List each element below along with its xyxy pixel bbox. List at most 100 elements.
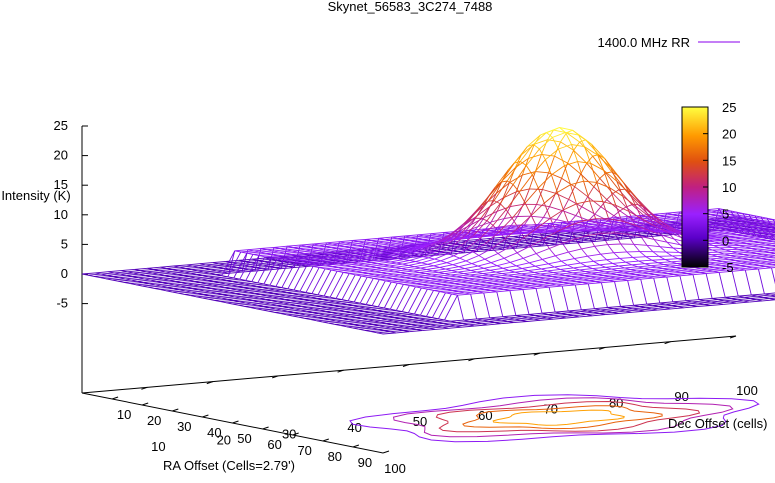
surface-segment [510, 216, 518, 226]
surface-segment [278, 296, 292, 299]
surface-segment [604, 158, 619, 176]
surface-segment [568, 309, 582, 312]
surface-segment [339, 262, 353, 265]
surface-segment [205, 263, 219, 266]
surface-segment [638, 260, 645, 265]
surface-segment [409, 284, 423, 287]
surface-segment [725, 295, 739, 298]
surface-segment [289, 261, 303, 264]
surface-segment [720, 267, 734, 270]
surface-segment [381, 247, 395, 251]
surface-segment [733, 266, 747, 269]
surface-segment [428, 284, 442, 287]
surface-segment [553, 270, 567, 274]
surface-segment [467, 240, 481, 243]
surface-segment [643, 266, 657, 269]
surface-segment [581, 206, 596, 215]
surface-segment [754, 259, 768, 262]
surface-segment [365, 237, 379, 240]
surface-segment [467, 217, 482, 234]
surface-segment [512, 278, 527, 281]
surface-segment [635, 206, 643, 219]
surface-segment [759, 218, 773, 222]
surface-segment [165, 270, 179, 273]
y-tick-label: 30 [282, 426, 296, 441]
surface-segment [199, 284, 213, 287]
surface-segment [645, 225, 660, 231]
surface-segment [580, 260, 594, 264]
surface-segment [331, 268, 345, 271]
surface-segment [563, 237, 578, 240]
surface-segment [766, 261, 775, 264]
surface-segment [601, 281, 615, 284]
surface-segment [234, 249, 248, 252]
surface-segment [244, 282, 258, 285]
surface-segment [498, 243, 512, 246]
surface-segment [478, 255, 486, 260]
surface-segment [405, 321, 419, 324]
surface-segment [446, 262, 453, 266]
surface-segment [605, 265, 619, 268]
surface-segment [525, 165, 533, 176]
surface-segment [379, 253, 393, 257]
surface-segment [604, 225, 619, 228]
surface-segment [666, 241, 674, 249]
surface-segment [196, 272, 210, 275]
surface-segment [124, 280, 138, 283]
surface-segment [304, 251, 318, 254]
surface-segment [574, 258, 581, 264]
surface-segment [717, 232, 731, 235]
surface-segment [543, 284, 557, 287]
surface-segment [451, 231, 466, 238]
surface-segment [606, 257, 620, 261]
surface-segment [386, 275, 400, 278]
surface-segment [606, 199, 621, 212]
surface-segment [499, 279, 514, 282]
surface-segment [594, 213, 609, 221]
surface-segment [471, 258, 486, 265]
surface-segment [576, 228, 590, 231]
surface-segment [300, 308, 314, 311]
surface-segment [616, 180, 631, 195]
surface-segment [222, 292, 236, 295]
surface-segment [303, 297, 318, 300]
surface-segment [528, 153, 542, 159]
surface-segment [251, 302, 265, 305]
surface-segment [180, 284, 194, 287]
surface-segment [281, 308, 295, 311]
surface-segment [719, 270, 733, 273]
surface-segment [669, 264, 684, 267]
surface-segment [270, 256, 285, 259]
surface-segment [576, 279, 590, 282]
surface-segment [571, 275, 585, 278]
surface-segment [282, 258, 297, 261]
y-tick-mark [729, 335, 737, 339]
surface-segment [377, 308, 391, 311]
surface-segment [554, 223, 568, 226]
surface-segment [363, 313, 377, 316]
surface-segment [536, 248, 550, 255]
surface-segment [639, 304, 653, 307]
surface-segment [408, 242, 422, 245]
surface-segment [353, 322, 368, 325]
surface-segment [511, 224, 525, 226]
surface-segment [258, 258, 272, 261]
surface-segment [618, 264, 632, 267]
surface-segment [708, 239, 722, 242]
surface-segment [751, 224, 765, 227]
surface-segment [536, 243, 550, 246]
surface-segment [306, 309, 320, 312]
surface-segment [352, 238, 366, 241]
surface-segment [368, 271, 382, 275]
surface-segment [358, 240, 372, 243]
surface-segment [637, 265, 651, 268]
surface-segment [186, 263, 200, 266]
surface-segment [603, 233, 617, 236]
surface-segment [277, 300, 291, 303]
surface-segment [717, 210, 731, 213]
surface-segment [469, 319, 483, 322]
surface-segment [343, 248, 357, 251]
surface-segment [506, 161, 521, 182]
surface-segment [740, 263, 754, 266]
surface-segment [426, 291, 440, 317]
